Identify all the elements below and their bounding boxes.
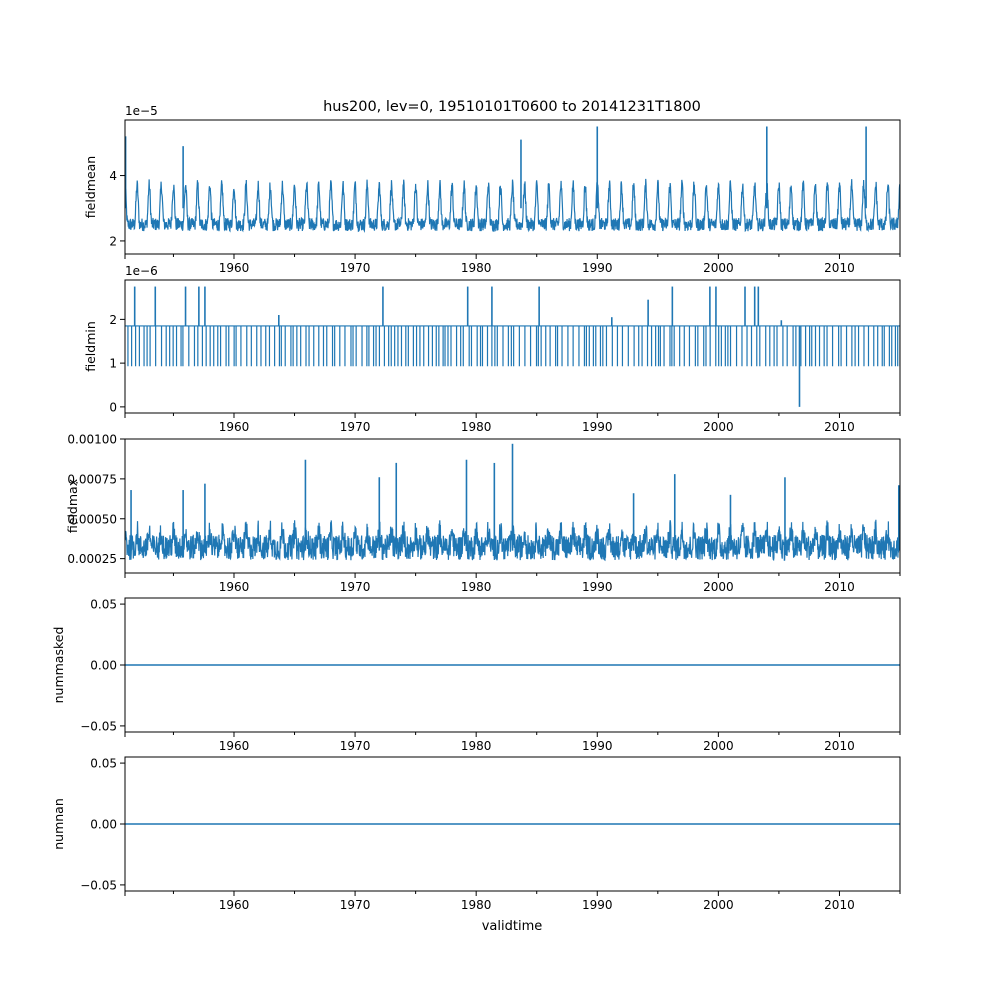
x-tick-label: 2000 (703, 898, 734, 912)
x-tick-label: 1980 (461, 261, 492, 275)
fieldmin-series-line (125, 325, 900, 367)
x-tick-label: 1970 (340, 898, 371, 912)
fieldmin-offset-label: 1e−6 (125, 264, 158, 278)
x-tick-label: 2010 (824, 261, 855, 275)
y-tick-label: 1 (109, 357, 117, 371)
fieldmax-axes-frame (124, 438, 901, 574)
panel-fieldmean: 1960 1970 1980 1990 2000 2010 2 4 1e−5 fieldmean (83, 104, 901, 275)
panels: 1960 1970 1980 1990 2000 2010241e−5fieldmean1… (51, 104, 901, 912)
x-tick-label: 2000 (703, 420, 734, 434)
chart-title: hus200, lev=0, 19510101T0600 to 20141231… (323, 99, 701, 115)
x-tick-label: 1970 (340, 580, 371, 594)
x-tick-label: 1960 (219, 898, 250, 912)
panel-fieldmax: 1960 1970 1980 1990 2000 2010 0.00025 0.00050 0.… (65, 433, 901, 594)
y-tick-label: 0.00075 (67, 472, 117, 486)
numnan-y-axis-label: numnan (51, 798, 66, 850)
x-tick-label: 2010 (824, 580, 855, 594)
fieldmax-y-axis-label: fieldmax (65, 479, 80, 533)
y-tick-label: 0.00025 (67, 552, 117, 566)
x-tick-label: 2000 (703, 580, 734, 594)
fieldmean-y-axis-label: fieldmean (83, 156, 98, 218)
nummasked-y-axis-label: nummasked (51, 627, 66, 704)
x-tick-label: 1970 (340, 261, 371, 275)
x-tick-label: 1980 (461, 898, 492, 912)
fieldmean-series-line (125, 178, 900, 233)
y-tick-label: 0.00100 (67, 433, 117, 447)
y-tick-label: −0.05 (80, 719, 117, 733)
x-tick-label: 1990 (582, 898, 613, 912)
x-axis-label: validtime (482, 919, 543, 934)
y-tick-label: 0 (109, 400, 117, 414)
y-tick-label: 0.05 (90, 598, 117, 612)
x-tick-label: 1960 (219, 580, 250, 594)
x-tick-label: 1970 (340, 420, 371, 434)
y-tick-label: 0.00050 (67, 512, 117, 526)
y-tick-label: 0.00 (90, 659, 117, 673)
x-tick-label: 1990 (582, 420, 613, 434)
fieldmean-axes-frame (124, 119, 901, 255)
fieldmin-y-axis-label: fieldmin (83, 321, 98, 372)
y-tick-label: 0.05 (90, 757, 117, 771)
fieldmin-axes-frame (124, 279, 901, 414)
y-tick-label: −0.05 (80, 878, 117, 892)
y-tick-label: 4 (109, 169, 117, 183)
y-tick-label: 2 (109, 234, 117, 248)
x-tick-label: 2010 (824, 739, 855, 753)
x-tick-label: 2010 (824, 420, 855, 434)
x-tick-label: 1980 (461, 739, 492, 753)
x-tick-label: 2000 (703, 739, 734, 753)
x-tick-label: 1990 (582, 580, 613, 594)
x-tick-label: 1960 (219, 739, 250, 753)
x-tick-label: 1990 (582, 739, 613, 753)
x-tick-label: 1960 (219, 261, 250, 275)
x-tick-label: 1980 (461, 580, 492, 594)
panel-fieldmin: 1960 1970 1980 1990 2000 2010 0 1 2 1e−6 fieldmin (83, 264, 901, 434)
y-tick-label: 0.00 (90, 818, 117, 832)
x-tick-label: 2000 (703, 261, 734, 275)
panel-numnan: 1960 1970 1980 1990 2000 2010 −0.05 0.00 0.05 num… (51, 756, 901, 912)
x-tick-label: 2010 (824, 898, 855, 912)
y-tick-label: 2 (109, 313, 117, 327)
x-tick-label: 1970 (340, 739, 371, 753)
x-tick-label: 1980 (461, 420, 492, 434)
panel-nummasked: 1960 1970 1980 1990 2000 2010 −0.05 0.00 0.05 num… (51, 597, 901, 753)
fieldmean-offset-label: 1e−5 (125, 104, 158, 118)
x-tick-label: 1990 (582, 261, 613, 275)
x-tick-label: 1960 (219, 420, 250, 434)
